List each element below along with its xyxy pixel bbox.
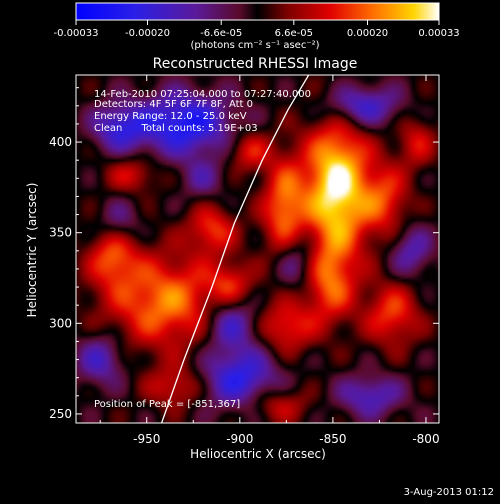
heatmap-image [76, 75, 439, 423]
info-line-time: 14-Feb-2010 07:25:04.000 to 07:27:40.000 [94, 89, 311, 100]
x-tick-label: -850 [319, 432, 346, 446]
x-tick-label: -800 [412, 432, 439, 446]
info-text: 14-Feb-2010 07:25:04.000 to 07:27:40.000… [94, 89, 311, 410]
colorbar-gradient [75, 2, 440, 21]
plot-frame [75, 74, 440, 424]
info-line-clean: Clean Total counts: 5.19E+03 [94, 123, 258, 134]
colorbar-tick-label: -0.00033 [54, 28, 99, 39]
y-axis: 250 300 350 400 [49, 87, 439, 421]
y-tick-label: 250 [49, 407, 72, 421]
colorbar-tick-label: 0.00020 [347, 28, 388, 39]
generation-date: 3-Aug-2013 01:12 [403, 487, 494, 498]
colorbar-tick-label: 6.6e-05 [275, 28, 313, 39]
y-tick-label: 350 [49, 226, 72, 240]
x-axis: -950 -900 -850 -800 [99, 75, 440, 446]
y-tick-label: 400 [49, 135, 72, 149]
info-line-detectors: Detectors: 4F 5F 6F 7F 8F, Att 0 [94, 99, 253, 110]
peak-position-label: Position of Peak = [-851,367] [94, 399, 240, 410]
colorbar-unit-label: (photons cm⁻² s⁻¹ asec⁻²) [190, 40, 319, 51]
colorbar-tick-label: -6.6e-05 [200, 28, 242, 39]
colorbar-tick-label: -0.00020 [125, 28, 170, 39]
y-tick-label: 300 [49, 316, 72, 330]
x-tick-label: -950 [133, 432, 160, 446]
colorbar-ticks: -0.00033 -0.00020 -6.6e-05 6.6e-05 0.00020 0.… [54, 20, 460, 39]
x-axis-label: Heliocentric X (arcsec) [190, 447, 326, 461]
solar-limb-curve [160, 75, 310, 423]
plot-title: Reconstructed RHESSI Image [153, 56, 358, 72]
info-line-energy: Energy Range: 12.0 - 25.0 keV [94, 111, 247, 122]
heatmap [76, 75, 439, 423]
colorbar-tick-label: 0.00033 [418, 28, 459, 39]
y-axis-label: Heliocentric Y (arcsec) [25, 183, 39, 318]
x-tick-label: -900 [226, 432, 253, 446]
colorbar: -0.00033 -0.00020 -6.6e-05 6.6e-05 0.00020 0.… [54, 2, 460, 51]
